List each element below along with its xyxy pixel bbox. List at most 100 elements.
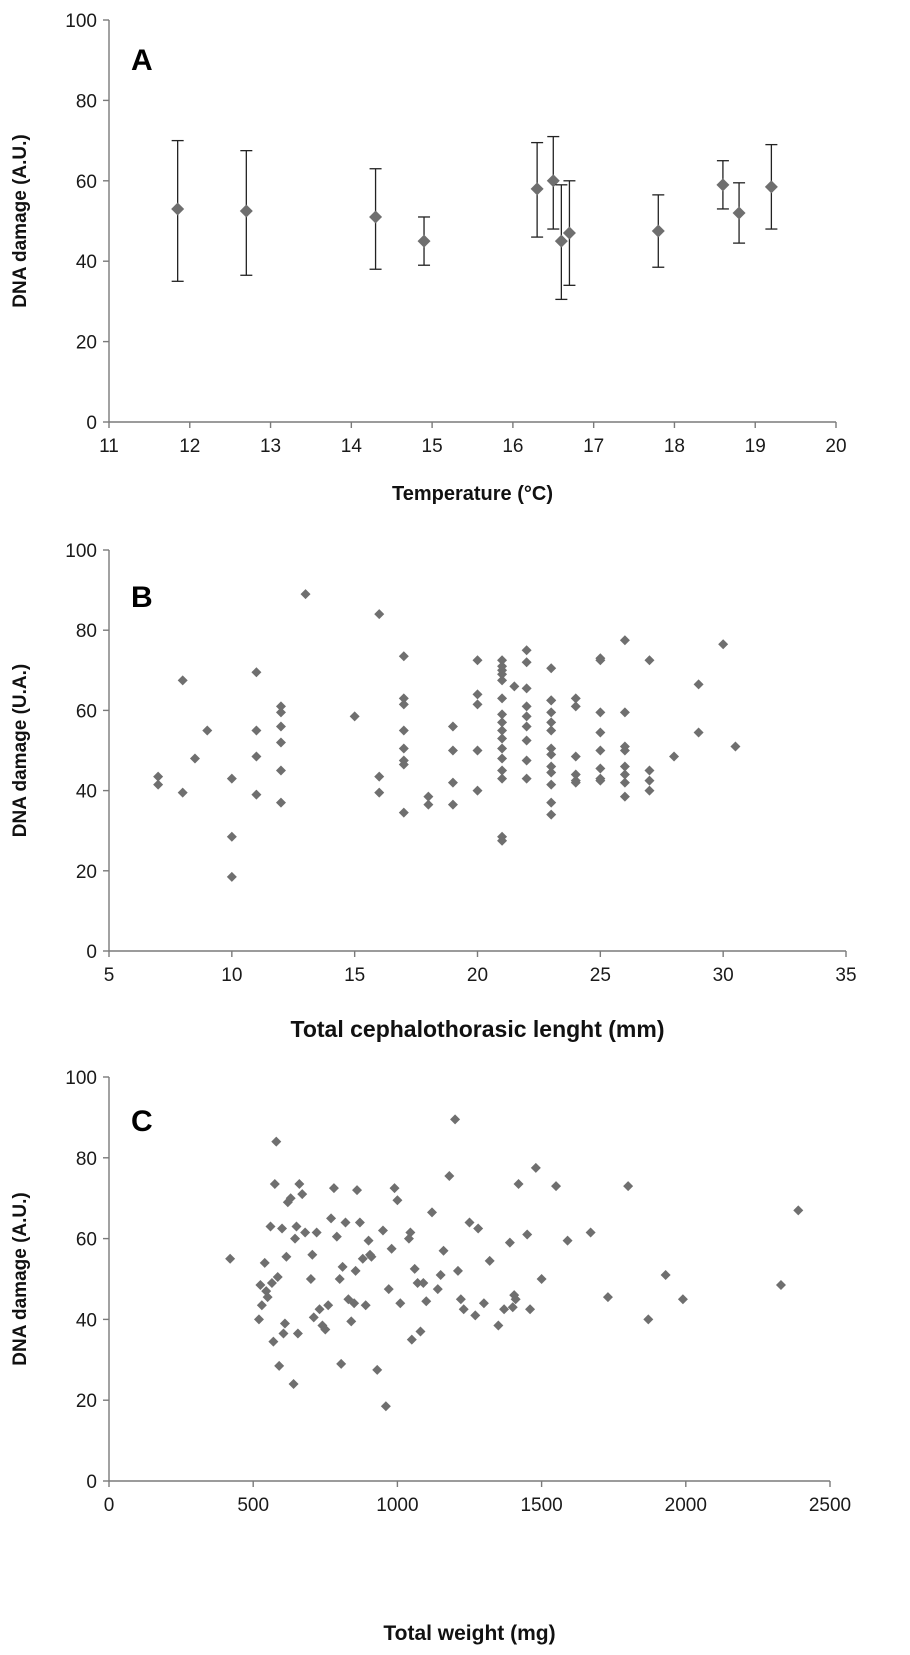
- data-point: [447, 777, 458, 788]
- data-point: [374, 609, 385, 620]
- data-point: [275, 707, 286, 718]
- data-point: [346, 1316, 357, 1327]
- data-point: [497, 743, 508, 754]
- data-point: [716, 178, 730, 192]
- data-point: [398, 699, 409, 710]
- data-point: [455, 1294, 466, 1305]
- panel-b-x-tick-label: 10: [221, 965, 242, 986]
- panel-b-y-tick-label: 0: [86, 942, 97, 963]
- panel-a-y-tick-label: 80: [76, 91, 97, 112]
- data-point: [418, 1278, 429, 1289]
- data-point: [374, 787, 385, 798]
- data-point: [499, 1304, 510, 1315]
- data-point: [546, 663, 557, 674]
- data-point: [225, 1253, 236, 1264]
- data-point: [253, 1314, 264, 1325]
- data-point: [323, 1300, 334, 1311]
- data-point: [619, 745, 630, 756]
- data-point: [363, 1235, 374, 1246]
- data-point: [297, 1189, 308, 1200]
- panel-a-y-tick-label: 100: [65, 11, 97, 32]
- panel-c-y-axis-label: DNA damage (A.U.): [10, 1192, 31, 1365]
- data-point: [570, 751, 581, 762]
- data-point: [452, 1265, 463, 1276]
- data-point: [412, 1278, 423, 1289]
- data-point: [570, 693, 581, 704]
- data-point: [360, 1300, 371, 1311]
- data-point: [497, 655, 508, 666]
- data-point: [497, 693, 508, 704]
- panel-a-x-tick-label: 15: [422, 436, 443, 457]
- data-point: [595, 775, 606, 786]
- data-point: [300, 589, 311, 600]
- panel-a-chart: 0 20 40 60 80 100 11 12 13 14 15 16 17 18 19 20 Temperat…: [10, 11, 847, 505]
- data-point: [337, 1261, 348, 1272]
- panel-b-y-tick-label: 40: [76, 782, 97, 803]
- data-point: [255, 1280, 266, 1291]
- panel-c-y-tick-label: 20: [76, 1391, 97, 1412]
- data-point: [775, 1280, 786, 1291]
- data-point: [497, 675, 508, 686]
- data-point: [427, 1207, 438, 1218]
- data-point: [377, 1225, 388, 1236]
- data-point: [497, 733, 508, 744]
- data-point: [409, 1263, 420, 1274]
- data-point: [651, 224, 665, 238]
- data-point: [619, 791, 630, 802]
- data-point: [732, 206, 746, 220]
- panel-b-y-tick-label: 20: [76, 862, 97, 883]
- panel-a-x-tick-label: 16: [502, 436, 523, 457]
- panel-c-x-tick-label: 500: [237, 1495, 269, 1516]
- data-point: [546, 695, 557, 706]
- data-point: [272, 1271, 283, 1282]
- data-point: [281, 1251, 292, 1262]
- data-point: [275, 701, 286, 712]
- data-point: [256, 1300, 267, 1311]
- panel-c-x-tick-label: 0: [104, 1495, 115, 1516]
- data-point: [288, 1379, 299, 1390]
- data-point: [405, 1227, 416, 1238]
- data-point: [570, 769, 581, 780]
- data-point: [275, 737, 286, 748]
- data-point: [311, 1227, 322, 1238]
- data-point: [336, 1358, 347, 1369]
- panel-b-x-tick-label: 5: [104, 965, 115, 986]
- panel-a-x-tick-label: 12: [179, 436, 200, 457]
- data-point: [398, 651, 409, 662]
- data-point: [202, 725, 213, 736]
- panel-b-x-tick-label: 35: [835, 965, 856, 986]
- panel-c-y-tick-label: 80: [76, 1149, 97, 1170]
- data-point: [406, 1334, 417, 1345]
- data-point: [478, 1298, 489, 1309]
- data-point: [447, 745, 458, 756]
- data-point: [320, 1324, 331, 1335]
- data-point: [595, 745, 606, 756]
- data-point: [551, 1181, 562, 1192]
- data-point: [525, 1304, 536, 1315]
- panel-c-x-tick-label: 1500: [520, 1495, 562, 1516]
- data-point: [718, 639, 729, 650]
- data-point: [266, 1278, 277, 1289]
- data-point: [513, 1179, 524, 1190]
- data-point: [546, 174, 560, 188]
- data-point: [554, 234, 568, 248]
- data-point: [392, 1195, 403, 1206]
- data-point: [380, 1401, 391, 1412]
- data-point: [546, 779, 557, 790]
- panel-b-x-tick-label: 15: [344, 965, 365, 986]
- data-point: [417, 234, 431, 248]
- data-point: [189, 753, 200, 764]
- data-point: [497, 765, 508, 776]
- data-point: [279, 1318, 290, 1329]
- data-point: [369, 210, 383, 224]
- data-point: [326, 1213, 337, 1224]
- data-point: [251, 789, 262, 800]
- panel-b-chart: 0 20 40 60 80 100 5 10 15 20 25 30 35 Total cephaloth…: [10, 541, 857, 1042]
- data-point: [546, 767, 557, 778]
- data-point: [521, 735, 532, 746]
- panel-a-x-axis-label: Temperature (°C): [392, 483, 553, 505]
- panel-c-x-tick-label: 1000: [376, 1495, 418, 1516]
- data-point: [472, 689, 483, 700]
